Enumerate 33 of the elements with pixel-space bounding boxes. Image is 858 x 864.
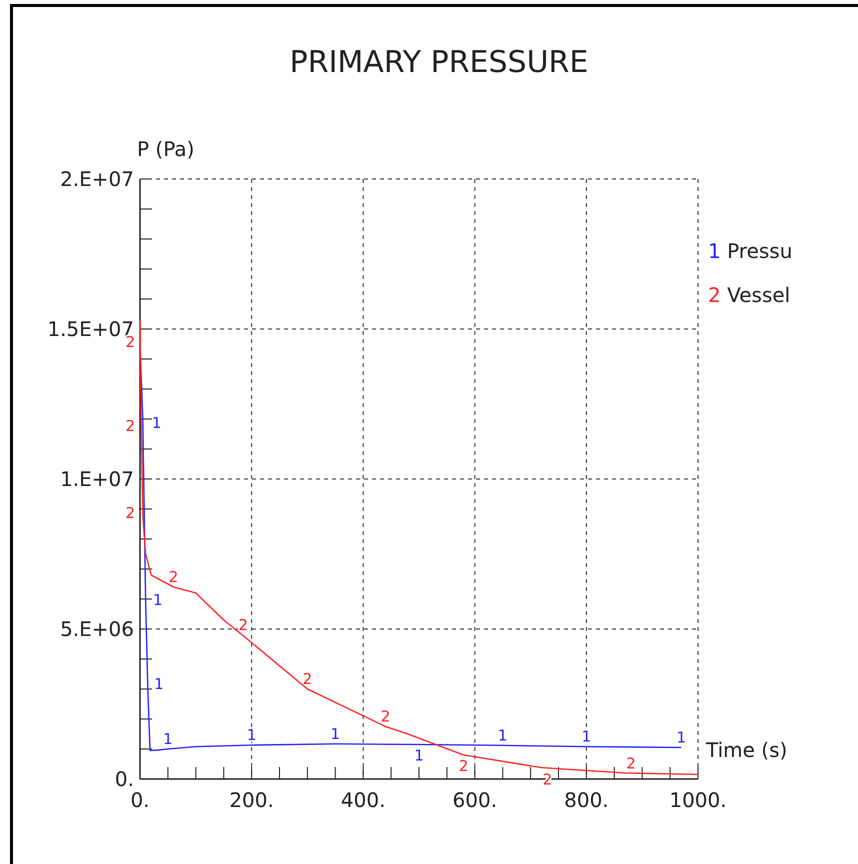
annotation: 2	[380, 708, 390, 726]
annotation: 2	[626, 754, 636, 773]
x-axis-title: Time (s)	[705, 738, 788, 762]
annotation: 1	[498, 726, 508, 744]
annotation: 1	[676, 728, 686, 746]
annotation: 1	[152, 414, 162, 432]
annotation: 2	[458, 757, 468, 775]
annotation: 2	[168, 568, 178, 586]
y-tick-label: 1.E+07	[60, 467, 134, 491]
y-tick-label: 2.E+07	[60, 167, 134, 191]
annotation: 1	[414, 746, 424, 764]
annotation: 2	[125, 417, 135, 435]
text: 1 Pressu	[708, 239, 792, 263]
x-tick-label: 0.	[130, 788, 150, 812]
y-axis-title: P (Pa)	[137, 137, 194, 161]
annotation: 1	[246, 726, 256, 744]
chart-title: PRIMARY PRESSURE	[290, 45, 588, 80]
annotation: 1	[153, 591, 163, 609]
annotation: 2	[302, 670, 312, 688]
x-tick-label: 600.	[452, 788, 498, 812]
annotation: 1	[154, 675, 164, 693]
annotation: 2	[125, 504, 135, 522]
annotation: 2	[238, 616, 248, 634]
y-tick-label: 5.E+06	[60, 617, 134, 641]
annotation: 1	[330, 724, 340, 743]
x-tick-label: 800.	[564, 788, 609, 812]
x-tick-label: 400.	[340, 788, 386, 812]
y-tick-label: 0.	[114, 767, 134, 791]
text: 2 Vessel	[708, 283, 790, 307]
annotation: 1	[582, 728, 592, 746]
x-tick-label: 1000.	[669, 788, 727, 812]
annotation: 1	[163, 730, 173, 748]
x-tick-label: 200.	[229, 788, 274, 812]
